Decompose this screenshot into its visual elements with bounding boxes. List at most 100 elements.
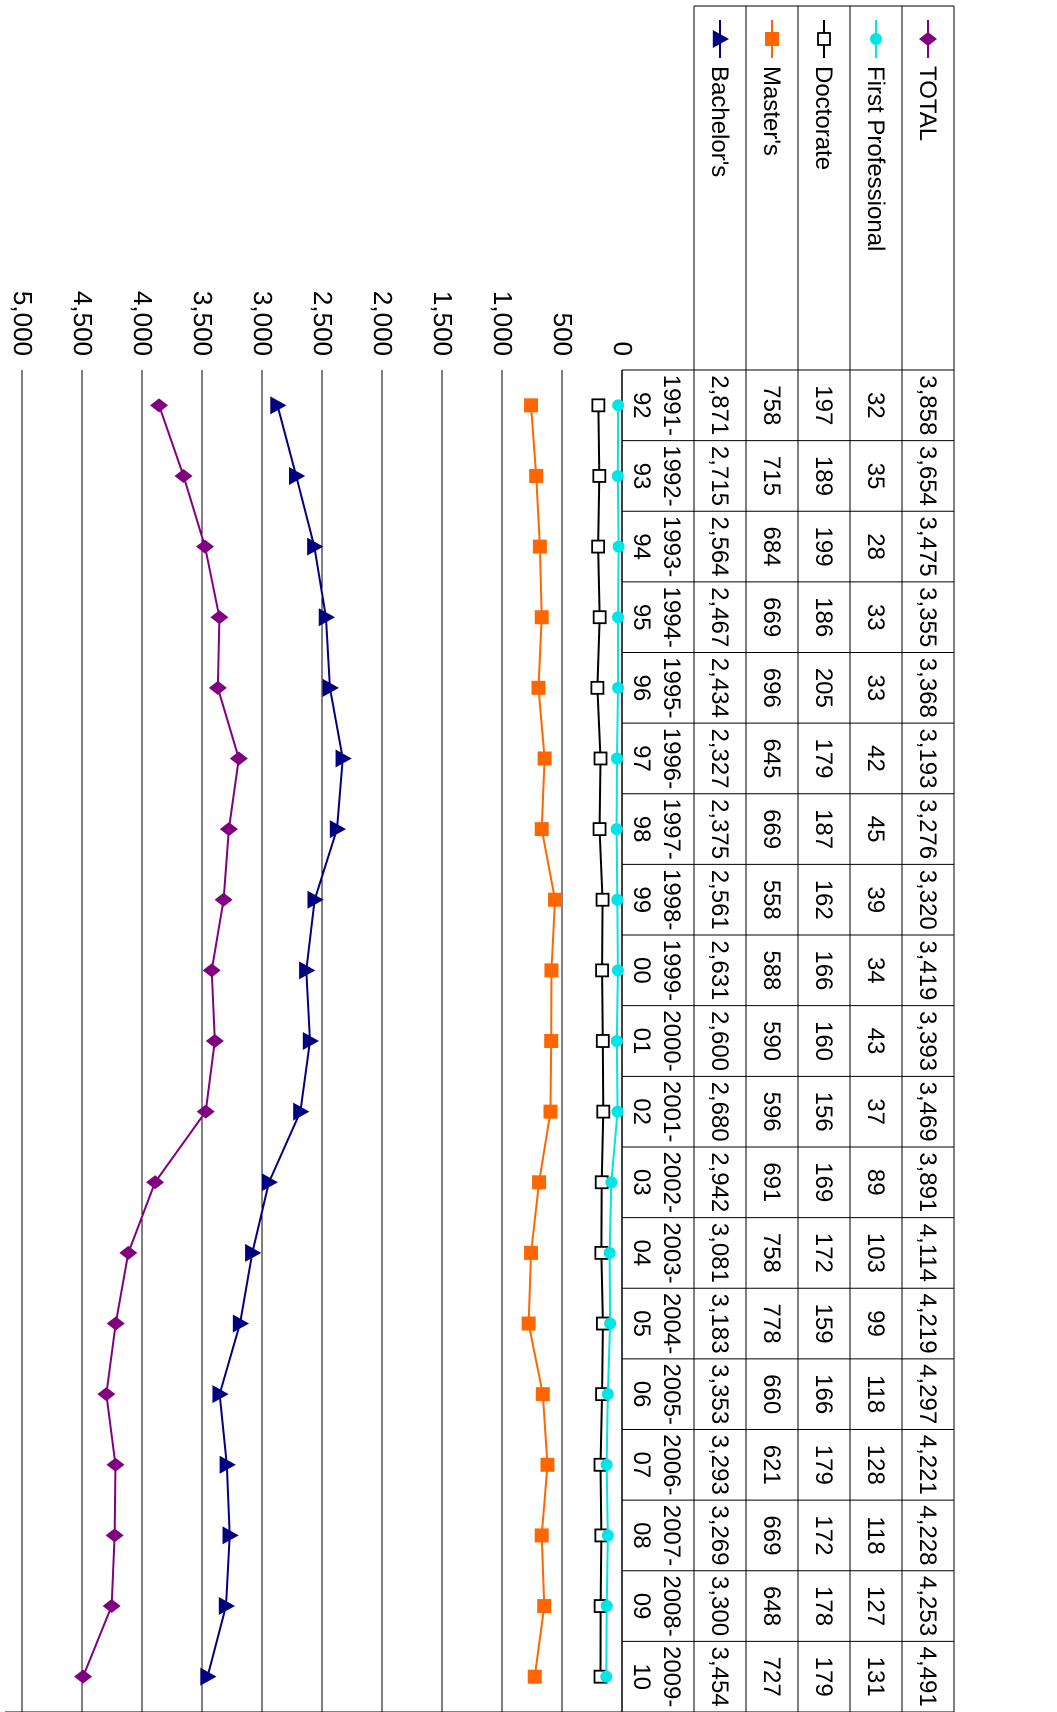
table-cell-bachelor-s: 3,081: [706, 1223, 733, 1283]
category-label-line1: 1995-: [658, 657, 685, 718]
data-point-first-professional: [612, 399, 625, 412]
data-point-master-s: [532, 1175, 547, 1190]
table-cell-total: 3,419: [914, 940, 941, 1000]
table-cell-master-s: 669: [758, 597, 785, 637]
table-cell-doctorate: 159: [810, 1304, 837, 1344]
table-cell-master-s: 669: [758, 809, 785, 849]
category-label-line2: 93: [628, 463, 655, 490]
table-cell-doctorate: 166: [810, 950, 837, 990]
table-cell-doctorate: 160: [810, 1021, 837, 1061]
category-label-line1: 2001-: [658, 1081, 685, 1142]
category-label-line1: 2006-: [658, 1434, 685, 1495]
y-tick-label: 2,000: [368, 291, 398, 356]
table-cell-master-s: 669: [758, 1515, 785, 1555]
table-cell-bachelor-s: 2,434: [706, 658, 733, 718]
table-cell-total: 3,193: [914, 728, 941, 788]
table-cell-bachelor-s: 2,680: [706, 1082, 733, 1142]
data-point-master-s: [537, 1599, 552, 1614]
table-cell-master-s: 596: [758, 1092, 785, 1132]
table-cell-first-professional: 118: [862, 1516, 889, 1554]
data-point-total: [196, 1104, 215, 1119]
data-point-total: [196, 539, 214, 554]
table-cell-doctorate: 186: [810, 597, 837, 637]
table-cell-total: 3,368: [914, 658, 941, 718]
table-cell-doctorate: 179: [810, 738, 837, 778]
data-point-first-professional: [612, 540, 625, 553]
data-point-master-s: [534, 1528, 549, 1543]
table-cell-first-professional: 34: [862, 957, 889, 984]
table-cell-first-professional: 39: [862, 886, 889, 913]
y-tick-label: 1,000: [488, 291, 518, 356]
data-point-doctorate: [595, 892, 610, 907]
table-cell-doctorate: 179: [810, 1657, 837, 1697]
table-cell-total: 4,253: [914, 1576, 941, 1636]
category-label-line1: 1998-: [658, 869, 685, 930]
table-cell-master-s: 778: [758, 1304, 785, 1344]
chart-rotated-group: 05001,0001,5002,0002,5003,0003,5004,0004…: [5, 5, 955, 1712]
table-cell-total: 4,221: [914, 1435, 941, 1495]
data-point-first-professional: [610, 752, 623, 765]
data-point-master-s: [527, 1669, 542, 1684]
category-label-line2: 00: [628, 957, 655, 984]
table-cell-total: 3,320: [914, 870, 941, 930]
data-point-doctorate: [596, 1104, 611, 1119]
table-cell-master-s: 588: [758, 950, 785, 990]
data-point-total: [205, 1034, 224, 1048]
data-point-first-professional: [600, 1458, 613, 1471]
data-point-bachelor-s: [299, 961, 316, 980]
table-cell-bachelor-s: 3,353: [706, 1364, 733, 1424]
data-point-master-s: [543, 1104, 558, 1119]
table-cell-bachelor-s: 2,942: [706, 1152, 733, 1212]
data-point-total: [202, 963, 221, 978]
table-cell-bachelor-s: 3,293: [706, 1435, 733, 1495]
legend-key-marker-doctorate: [817, 32, 831, 46]
y-tick-label: 5,000: [8, 291, 38, 356]
data-point-total: [229, 751, 248, 766]
table-cell-doctorate: 189: [810, 456, 837, 496]
category-label-line1: 2004-: [658, 1293, 685, 1354]
data-point-doctorate: [593, 751, 608, 766]
data-point-bachelor-s: [307, 537, 324, 556]
data-point-bachelor-s: [261, 1173, 278, 1192]
data-point-first-professional: [600, 1670, 613, 1683]
data-point-bachelor-s: [329, 820, 346, 839]
table-cell-total: 4,228: [914, 1505, 941, 1565]
data-point-total: [219, 822, 238, 837]
table-cell-first-professional: 45: [862, 816, 889, 843]
table-cell-bachelor-s: 2,564: [706, 517, 733, 577]
y-tick-label: 500: [548, 313, 578, 356]
table-cell-master-s: 621: [758, 1445, 785, 1485]
table-cell-first-professional: 103: [862, 1233, 889, 1273]
category-label-line2: 99: [628, 886, 655, 913]
table-cell-bachelor-s: 3,300: [706, 1576, 733, 1636]
category-label-line2: 98: [628, 816, 655, 843]
data-point-bachelor-s: [307, 890, 324, 909]
table-cell-master-s: 715: [758, 456, 785, 496]
table-cell-master-s: 691: [758, 1162, 785, 1202]
data-point-doctorate: [592, 822, 607, 837]
data-point-doctorate: [590, 680, 605, 695]
data-point-bachelor-s: [289, 466, 306, 485]
data-point-bachelor-s: [322, 678, 339, 697]
table-cell-total: 3,475: [914, 517, 941, 577]
category-label-line2: 10: [628, 1663, 655, 1690]
category-label-line2: 92: [628, 392, 655, 419]
y-tick-label: 2,500: [308, 291, 338, 356]
data-point-master-s: [544, 1034, 559, 1048]
table-cell-master-s: 696: [758, 668, 785, 708]
table-cell-total: 4,219: [914, 1293, 941, 1353]
category-label-line2: 06: [628, 1381, 655, 1408]
data-point-master-s: [524, 398, 539, 413]
table-cell-doctorate: 179: [810, 1445, 837, 1485]
table-cell-bachelor-s: 3,454: [706, 1647, 733, 1707]
table-cell-total: 3,858: [914, 375, 941, 435]
data-point-doctorate: [595, 1034, 610, 1048]
data-point-bachelor-s: [219, 1455, 236, 1474]
table-cell-total: 3,891: [914, 1152, 941, 1212]
table-cell-total: 4,297: [914, 1364, 941, 1424]
data-point-first-professional: [604, 1317, 617, 1330]
table-cell-bachelor-s: 2,375: [706, 799, 733, 859]
y-tick-label: 4,000: [128, 291, 158, 356]
table-cell-first-professional: 32: [862, 392, 889, 419]
legend-label-doctorate: Doctorate: [810, 66, 837, 170]
